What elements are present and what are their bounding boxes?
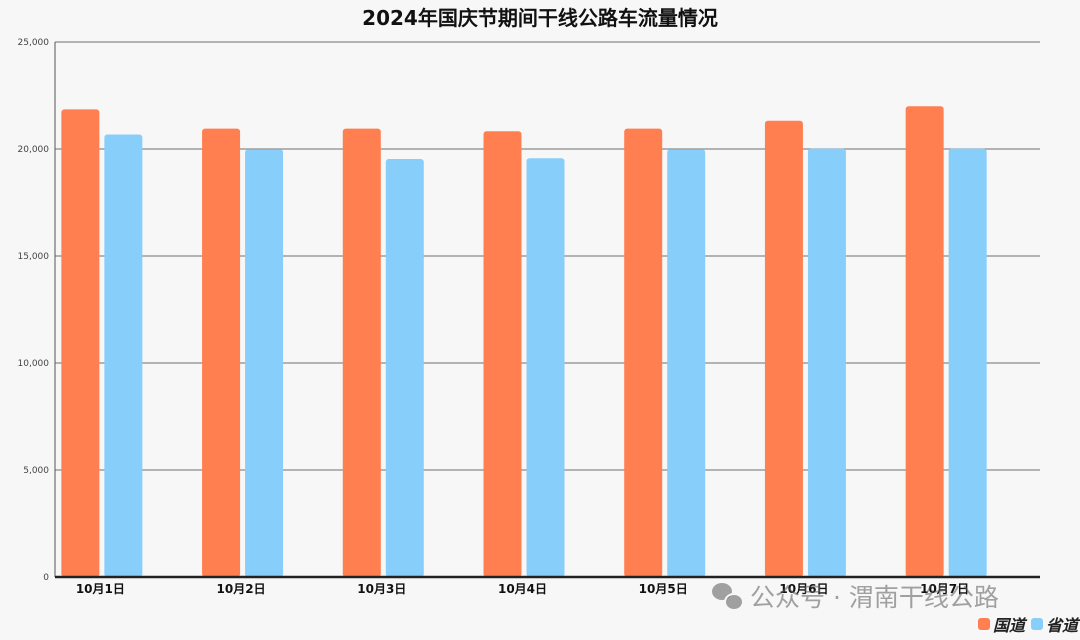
bar-provincial xyxy=(948,148,987,577)
x-tick-label: 10月3日 xyxy=(357,582,406,596)
y-tick-label: 15,000 xyxy=(18,252,50,262)
bar-provincial xyxy=(807,148,846,577)
x-tick-label: 10月1日 xyxy=(76,582,125,596)
x-tick-label: 10月7日 xyxy=(920,582,969,596)
y-tick-label: 10,000 xyxy=(18,359,50,369)
x-tick-label: 10月5日 xyxy=(639,582,688,596)
chart-title: 2024年国庆节期间干线公路车流量情况 xyxy=(362,6,718,30)
legend-swatch-national xyxy=(977,618,990,630)
bar-provincial xyxy=(667,149,706,578)
bar-national xyxy=(483,131,522,577)
bar-national xyxy=(342,128,381,578)
y-tick-label: 0 xyxy=(43,573,49,583)
bar-provincial xyxy=(385,159,424,578)
bar-provincial xyxy=(245,149,284,578)
legend-item-national[interactable]: 国道 xyxy=(977,612,1025,636)
legend-item-provincial[interactable]: 省道 xyxy=(1030,612,1078,636)
legend: 国道 省道 xyxy=(977,612,1078,636)
legend-swatch-provincial xyxy=(1030,618,1043,630)
bar-provincial xyxy=(526,158,565,577)
bar-provincial xyxy=(104,134,143,577)
watermark: 公众号 · 渭南干线公路 xyxy=(712,578,999,614)
bar-national xyxy=(202,128,241,578)
legend-label-provincial: 省道 xyxy=(1045,616,1078,635)
x-tick-label: 10月2日 xyxy=(217,582,266,596)
x-tick-label: 10月4日 xyxy=(498,582,547,596)
y-tick-label: 20,000 xyxy=(18,145,50,155)
bar-group xyxy=(61,106,987,578)
bar-national xyxy=(764,120,803,577)
tick-labels: 0 5,000 10,000 15,000 20,000 25,000 10月1日 10月2日… xyxy=(18,38,970,596)
wechat-icon xyxy=(712,583,744,611)
bar-national xyxy=(61,109,100,577)
y-tick-label: 25,000 xyxy=(18,38,50,48)
legend-label-national: 国道 xyxy=(992,616,1025,635)
axes xyxy=(54,42,1040,579)
x-tick-label: 10月6日 xyxy=(779,582,828,596)
bar-national xyxy=(624,128,663,578)
watermark-text: 公众号 · 渭南干线公路 xyxy=(750,583,999,612)
bar-national xyxy=(905,106,944,577)
y-tick-label: 5,000 xyxy=(23,466,49,476)
